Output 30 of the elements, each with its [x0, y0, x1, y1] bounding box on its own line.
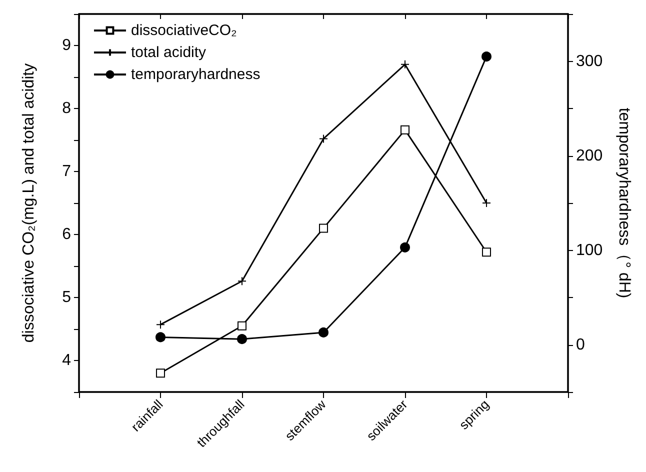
y2-axis-title: temporaryhardness（° dH) — [616, 108, 632, 298]
y-tick-label: 5 — [62, 289, 72, 306]
y-tick-label: 7 — [62, 163, 72, 180]
point — [156, 332, 166, 342]
point — [400, 125, 410, 134]
legend-label: dissociativeCO₂ — [131, 22, 238, 39]
point — [400, 242, 410, 252]
point — [400, 60, 410, 69]
point — [482, 248, 491, 257]
point — [319, 134, 328, 144]
point — [237, 334, 247, 344]
point — [238, 321, 246, 330]
y2-tick-label: 200 — [576, 147, 603, 164]
point — [156, 320, 165, 330]
point — [318, 327, 328, 338]
y2-tick-label: 0 — [576, 336, 585, 354]
point — [319, 224, 328, 233]
y-tick-label: 9 — [62, 37, 72, 54]
y2-tick-label: 300 — [576, 52, 603, 70]
point — [482, 198, 491, 208]
point — [238, 276, 246, 286]
point — [482, 52, 492, 62]
y-tick-label: 4 — [62, 352, 72, 369]
legend-label: temporaryhardness — [131, 66, 260, 83]
y-axis-title: dissociative CO₂(mg.L) and total acidity — [20, 63, 38, 343]
point — [156, 368, 165, 378]
y-tick-label: 8 — [62, 100, 72, 117]
legend-label: total acidity — [131, 44, 207, 61]
y-tick-label: 6 — [62, 226, 72, 243]
y2-tick-label: 100 — [576, 242, 603, 259]
